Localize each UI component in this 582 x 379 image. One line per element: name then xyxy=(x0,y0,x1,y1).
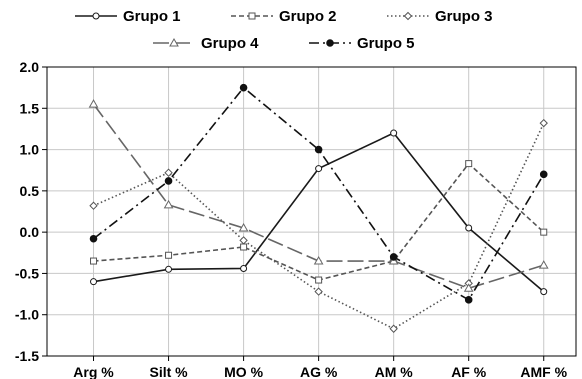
data-point-series-1 xyxy=(90,278,98,286)
plot-frame xyxy=(46,66,577,357)
data-point-series-5 xyxy=(164,177,173,185)
data-point-series-1 xyxy=(540,288,548,296)
legend-label-5: Grupo 5 xyxy=(357,35,415,52)
legend-label-3: Grupo 3 xyxy=(435,8,493,25)
legend-label-4: Grupo 4 xyxy=(201,35,259,52)
x-tick-label: AMF % xyxy=(520,364,567,379)
data-point-series-3 xyxy=(539,118,548,128)
x-tick-label: AF % xyxy=(451,364,487,379)
data-point-series-3 xyxy=(314,287,323,296)
y-tick-label: 1.0 xyxy=(20,142,40,158)
legend: Grupo 1 Grupo 2 Grupo 3 Grupo 4 Grupo 5 xyxy=(75,8,493,52)
x-tick-label: MO % xyxy=(224,364,263,379)
data-point-series-5 xyxy=(464,296,473,304)
series-markers xyxy=(88,83,549,333)
data-point-series-5 xyxy=(539,170,548,179)
data-point-series-5 xyxy=(239,83,248,92)
y-tick-label: -1.0 xyxy=(15,307,39,323)
data-point-series-4 xyxy=(463,283,474,292)
data-point-series-5 xyxy=(89,234,98,243)
data-point-series-2 xyxy=(90,257,98,265)
legend-marker-2 xyxy=(248,12,256,20)
data-point-series-4 xyxy=(163,199,174,209)
data-point-series-4 xyxy=(538,260,549,269)
data-point-series-4 xyxy=(88,99,99,108)
tick-labels: 2.0 1.5 1.0 0.5 0.0 -0.5 -1.0 -1.5 Arg % Silt % MO… xyxy=(15,59,568,379)
y-tick-label: 0.0 xyxy=(20,224,40,240)
data-point-series-2 xyxy=(540,228,548,236)
data-point-series-1 xyxy=(390,129,398,137)
legend-marker-1 xyxy=(92,12,100,20)
y-tick-label: 2.0 xyxy=(20,59,40,75)
legend-marker-5 xyxy=(326,39,334,47)
legend-marker-3 xyxy=(403,11,413,21)
x-tick-label: AG % xyxy=(300,364,338,379)
x-tick-label: Silt % xyxy=(149,364,188,379)
grid xyxy=(47,67,576,356)
axes xyxy=(42,66,577,361)
data-point-series-3 xyxy=(89,201,98,210)
data-point-series-5 xyxy=(389,253,398,261)
data-point-series-2 xyxy=(165,251,173,259)
data-point-series-3 xyxy=(164,168,173,177)
legend-marker-4 xyxy=(169,37,179,47)
data-point-series-3 xyxy=(239,236,248,245)
y-tick-label: -1.5 xyxy=(15,348,39,364)
y-tick-label: -0.5 xyxy=(15,265,39,281)
data-point-series-4 xyxy=(313,256,324,265)
x-tick-label: AM % xyxy=(375,364,414,379)
data-point-series-2 xyxy=(465,160,473,168)
data-point-series-2 xyxy=(240,243,248,251)
data-point-series-3 xyxy=(389,324,398,333)
legend-label-1: Grupo 1 xyxy=(123,8,181,25)
x-tick-label: Arg % xyxy=(73,364,114,379)
data-point-series-2 xyxy=(315,276,323,284)
data-point-series-1 xyxy=(165,265,173,273)
data-point-series-5 xyxy=(314,145,323,154)
legend-label-2: Grupo 2 xyxy=(279,8,337,25)
data-point-series-1 xyxy=(315,165,323,173)
data-point-series-1 xyxy=(465,224,473,232)
data-point-series-1 xyxy=(240,264,248,272)
data-point-series-4 xyxy=(238,223,249,232)
y-tick-label: 0.5 xyxy=(20,183,40,199)
y-tick-label: 1.5 xyxy=(20,100,40,116)
